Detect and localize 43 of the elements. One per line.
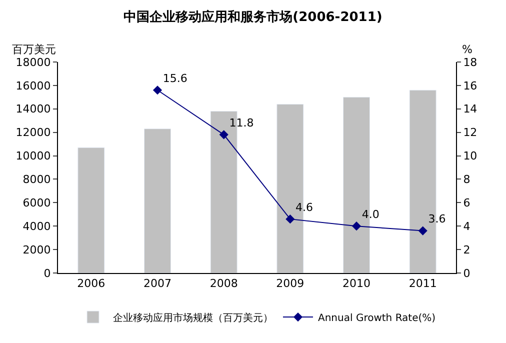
y2-tick-label: 8 (463, 173, 470, 186)
x-tick-label: 2010 (342, 277, 370, 290)
point (286, 214, 295, 224)
y-tick-label: 0 (44, 266, 51, 280)
y-tick-label: 4000 (22, 220, 51, 233)
point (352, 222, 362, 231)
legend-label: 企业移动应用市场规模（百万美元） (113, 312, 273, 324)
data-label: 15.6 (162, 72, 188, 86)
y2-tick-label: 6 (463, 196, 470, 210)
point (418, 226, 428, 236)
data-label: 11.8 (229, 116, 254, 130)
y2-tick-label: 10 (463, 150, 478, 163)
y-tick-label: 6000 (22, 196, 51, 210)
point (152, 86, 162, 95)
bar (78, 147, 105, 273)
y-tick-label: 18000 (16, 56, 51, 69)
y2-tick-label: 12 (463, 126, 478, 140)
y2-tick-label: 16 (463, 79, 478, 92)
y-tick-label: 2000 (22, 243, 51, 256)
x-tick-label: 2011 (408, 277, 437, 290)
y-tick-label: 10000 (16, 150, 51, 163)
y2-tick-label: 2 (463, 243, 470, 256)
x-tick-label: 2007 (144, 277, 172, 290)
data-label: 4.0 (362, 208, 380, 221)
data-label: 3.6 (428, 212, 446, 226)
x-tick-label: 2006 (77, 277, 106, 290)
x-tick-label: 2009 (276, 277, 304, 290)
y2-tick-label: 0 (463, 266, 470, 280)
y-tick-label: 12000 (16, 126, 51, 140)
y-tick-label: 8000 (22, 173, 51, 186)
data-label: 4.6 (296, 200, 314, 214)
y2-tick-label: 4 (463, 220, 470, 233)
bar (144, 128, 172, 273)
y-tick-label: 14000 (16, 102, 51, 116)
y-axis-title: 百万美元 (12, 43, 56, 56)
chart-title: 中国企业移动应用和服务市场(2006-2011) (124, 9, 382, 26)
y2-axis-title: % (462, 43, 472, 56)
y2-tick-label: 18 (463, 56, 478, 69)
point (219, 130, 228, 140)
y-tick-label: 16000 (16, 79, 51, 92)
x-tick-label: 2008 (210, 277, 238, 290)
y2-tick-label: 14 (463, 102, 478, 116)
legend-label: Annual Growth Rate(%) (318, 312, 436, 324)
